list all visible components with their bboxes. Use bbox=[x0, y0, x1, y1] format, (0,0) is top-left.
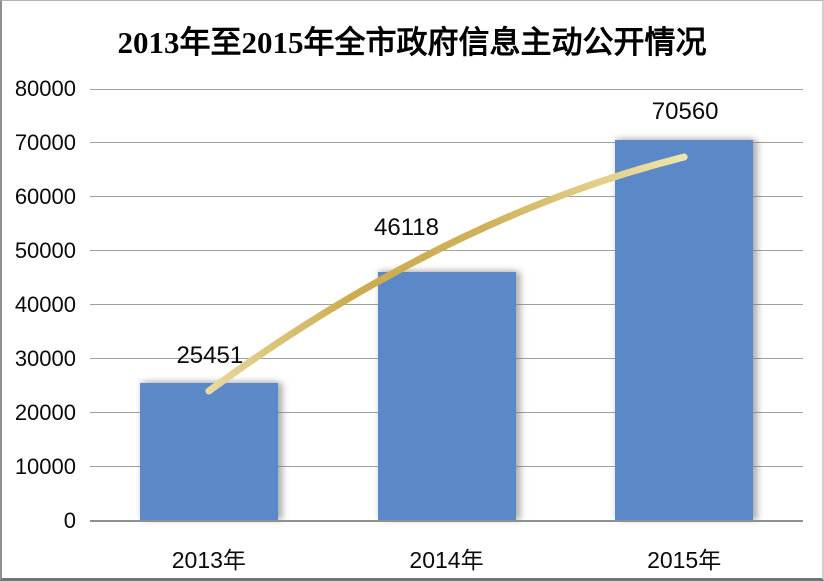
bar-value-label: 46118 bbox=[374, 213, 439, 241]
x-axis-line bbox=[90, 519, 803, 522]
x-axis-label: 2015年 bbox=[647, 547, 722, 573]
gridline bbox=[90, 88, 803, 90]
y-axis-tick-label: 60000 bbox=[14, 183, 76, 209]
y-axis-tick-label: 0 bbox=[63, 507, 76, 533]
bar-value-label: 25451 bbox=[176, 342, 244, 370]
x-axis-label: 2013年 bbox=[171, 547, 246, 573]
bar-value-label: 70560 bbox=[651, 97, 719, 125]
y-axis-tick-label: 40000 bbox=[14, 291, 76, 317]
x-axis-label: 2014年 bbox=[409, 547, 484, 573]
bar-2015年 bbox=[615, 139, 754, 521]
y-axis-tick-label: 30000 bbox=[14, 345, 76, 371]
y-axis-tick-label: 70000 bbox=[14, 129, 76, 155]
chart-title: 2013年至2015年全市政府信息主动公开情况 bbox=[117, 25, 707, 60]
gridline bbox=[90, 142, 803, 144]
y-axis-tick-label: 10000 bbox=[14, 453, 76, 479]
y-axis-tick-label: 50000 bbox=[14, 237, 76, 263]
bar-2014年 bbox=[377, 271, 516, 521]
bar-2013年 bbox=[139, 383, 278, 521]
y-axis-tick-label: 20000 bbox=[14, 399, 76, 425]
y-axis-tick-label: 80000 bbox=[14, 76, 76, 101]
